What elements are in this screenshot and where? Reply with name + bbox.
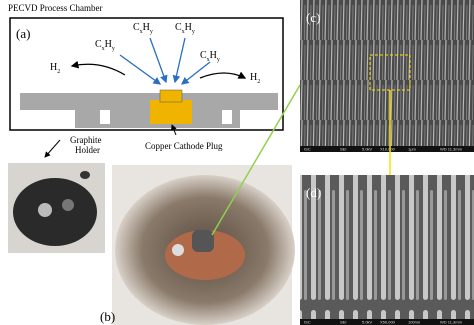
text: 5.0kV [362,147,373,152]
text: WD 11.3mm [440,147,463,152]
text: H [105,39,112,50]
panel-label: (b) [100,309,115,324]
panel-label: (c) [306,10,320,25]
text: H [185,22,192,33]
piece [80,171,90,179]
plug [38,203,52,217]
text: H [210,50,217,61]
text: y [150,29,153,35]
text: 5.0kV [362,320,373,325]
plug [62,199,74,211]
text: 1μm [408,147,417,152]
cathode-plug [150,100,192,124]
text: SEI [340,320,346,325]
panel-label: (d) [306,185,321,200]
panel-label: (a) [16,26,30,41]
text: ISC [304,147,311,152]
text: y [192,29,195,35]
cathode [192,230,214,252]
text: X50,000 [380,320,396,325]
cathode-tip [160,90,182,102]
text: X10,000 [380,147,396,152]
text: SEI [340,147,346,152]
text: WD 11.3mm [440,320,463,325]
text: ISC [304,320,311,325]
slot [100,110,110,124]
text: Graphite [70,135,102,145]
text: 2 [257,79,260,85]
text: 2 [57,69,60,75]
sem-image: ISC SEI 5.0kV X50,000 100nm WD 11.3mm [300,175,474,325]
figure: PECVD Process Chamber (a) CxHy CxHy CxHy… [0,0,474,325]
cathode-label: Copper Cathode Plug [145,141,223,151]
text: H [250,72,257,83]
slot [222,110,232,124]
text: H [50,62,57,73]
pointer [45,140,60,157]
text: H [143,22,150,33]
text: y [217,57,220,63]
text: 100nm [408,320,421,325]
text: y [112,46,115,52]
holder-disk [13,178,97,246]
panel-title: PECVD Process Chamber [8,3,103,13]
text: Holder [75,145,100,155]
screw [172,244,184,256]
sem-image: ISC SEI 5.0kV X10,000 1μm WD 11.3mm [300,0,474,152]
